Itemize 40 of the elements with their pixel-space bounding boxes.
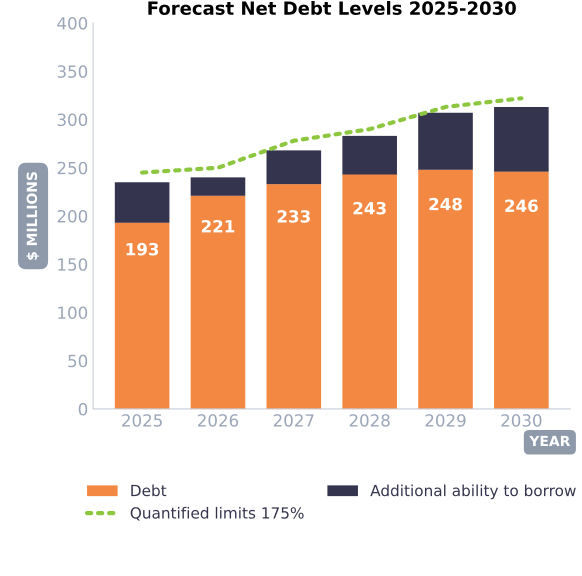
chart-title: Forecast Net Debt Levels 2025-2030	[148, 0, 516, 15]
x-tick-label: 2025	[122, 414, 162, 427]
bar	[418, 170, 473, 409]
bar	[114, 182, 170, 223]
x-tick-label: 2030	[501, 414, 542, 427]
bar	[418, 112, 473, 170]
y-tick-label: 250	[58, 162, 88, 174]
x-tick-label: 2029	[426, 414, 466, 427]
data-label: 248	[429, 198, 462, 210]
legend-label: Debt	[131, 484, 166, 496]
bar	[190, 196, 246, 409]
y-tick-label: 300	[58, 113, 88, 126]
bar	[190, 177, 246, 196]
x-tick-label: 2026	[198, 414, 238, 427]
bar	[266, 150, 322, 184]
data-label: 221	[202, 220, 234, 232]
data-label: 233	[278, 210, 310, 223]
y-tick-label: 50	[68, 354, 88, 368]
bar	[266, 184, 322, 409]
legend-label: Quantified limits 175%	[130, 506, 304, 520]
y-tick-label: 200	[58, 210, 88, 223]
data-label: 243	[354, 202, 386, 215]
bar	[494, 172, 549, 409]
x-tick-label: 2028	[350, 414, 390, 427]
legend-label: Additional ability to borrow	[370, 484, 576, 500]
bar	[114, 222, 170, 409]
bar	[342, 136, 397, 175]
line-series	[140, 96, 524, 175]
data-label: 246	[505, 199, 538, 212]
bar	[494, 106, 549, 172]
y-tick-label: 400	[57, 17, 88, 30]
y-tick-label: 350	[58, 65, 88, 78]
bar	[342, 174, 397, 409]
y-tick-label: 100	[58, 306, 88, 320]
x-axis-title: YEAR	[529, 436, 570, 446]
y-tick-label: 150	[58, 258, 88, 271]
data-label: 193	[126, 242, 158, 256]
x-tick-label: 2027	[274, 414, 314, 427]
y-axis-title: $ MILLIONS	[26, 172, 39, 260]
y-tick-label: 0	[78, 402, 88, 416]
